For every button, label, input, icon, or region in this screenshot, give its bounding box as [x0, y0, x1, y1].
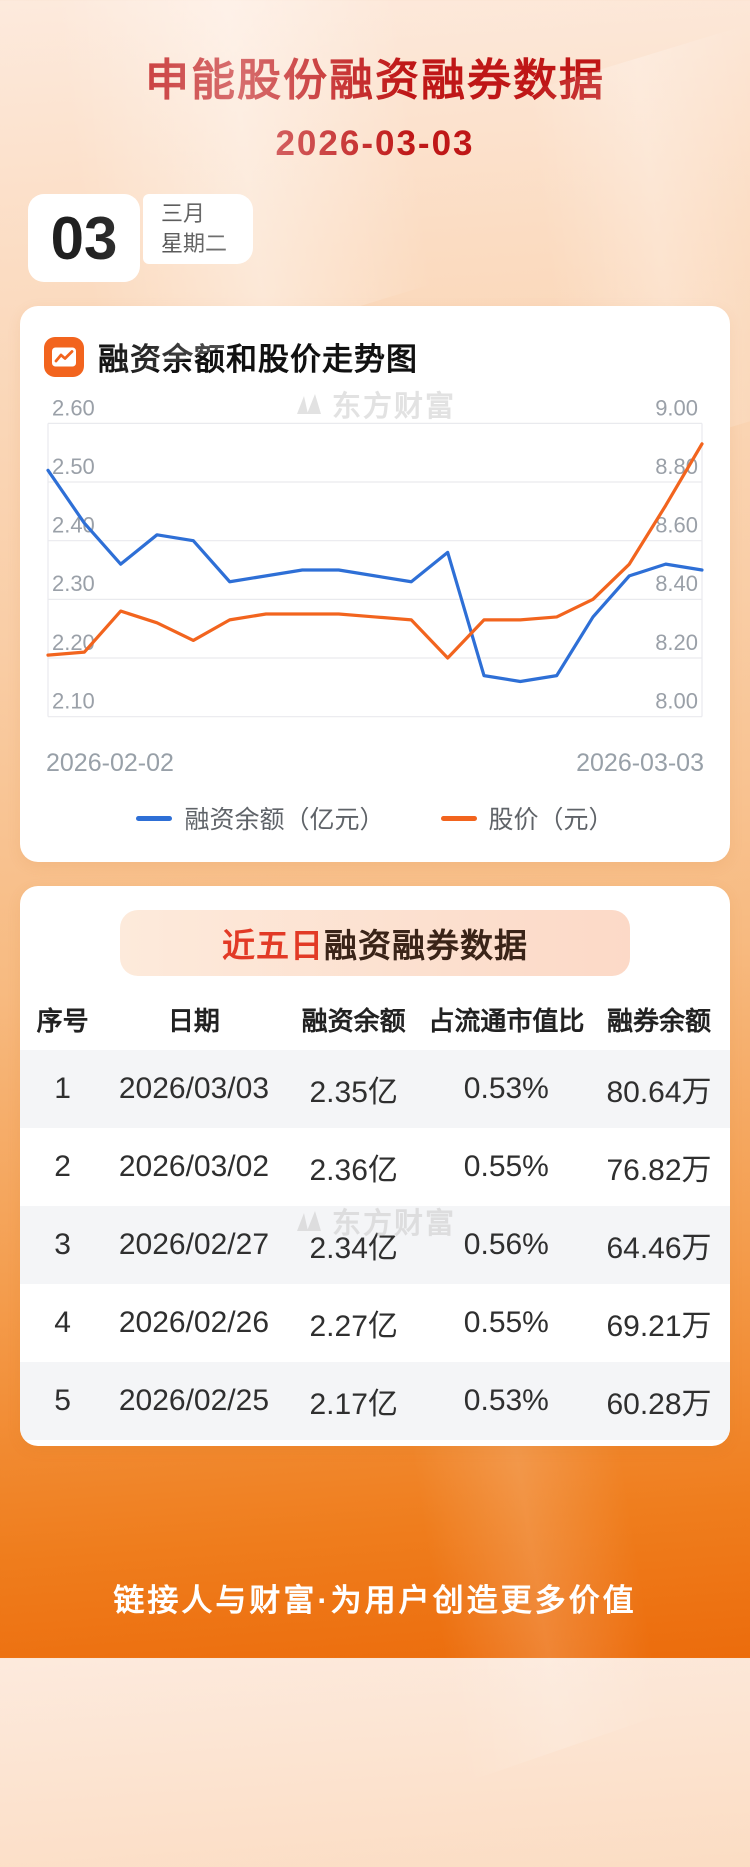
table-cell: 2026/03/02	[118, 1150, 270, 1183]
table-header-cell: 融资余额	[301, 1005, 406, 1036]
table-heading: 近五日 融资融券数据	[120, 910, 630, 976]
table-cell: 0.55%	[463, 1306, 549, 1339]
table-cell: 2.34亿	[309, 1232, 398, 1265]
margin-data-table: 序号 日期 融资余额 占流通市值比 融券余额 1 2026/03/03 2.35亿 0.53%…	[20, 988, 730, 1440]
legend-item: 融资余额（亿元）	[136, 800, 385, 836]
svg-text:8.20: 8.20	[655, 630, 698, 655]
table-cell: 2.35亿	[309, 1076, 398, 1109]
table-heading-rest: 融资融券数据	[324, 927, 528, 964]
table-header-cell: 融券余额	[606, 1005, 711, 1036]
watermark-text: 东方财富	[331, 1207, 457, 1240]
legend-label: 融资余额（亿元）	[184, 806, 385, 834]
svg-text:2.10: 2.10	[52, 688, 95, 713]
table-cell: 0.53%	[463, 1072, 549, 1105]
svg-text:2.40: 2.40	[52, 512, 95, 537]
table-cell: 2.27亿	[309, 1310, 398, 1343]
table-header-cell: 占流通市值比	[428, 1005, 585, 1036]
table-heading-highlight: 近五日	[222, 927, 324, 964]
chart-area: 东方财富 2.60 9.00 2.50 8.80 2.40 8.60 2.30 8.40 2.2…	[44, 391, 706, 836]
trend-chart-svg: 2.60 9.00 2.50 8.80 2.40 8.60 2.30 8.40 2.20 8.20…	[46, 395, 704, 718]
table-cell: 2	[54, 1150, 71, 1183]
date-badge-month-box: 三月 星期二	[143, 194, 254, 264]
x-axis-labels: 2026-02-02 2026-03-03	[44, 749, 706, 778]
date-badge-weekday: 星期二	[161, 231, 228, 256]
chart-legend: 融资余额（亿元） 股价（元）	[44, 800, 706, 836]
table-cell: 2026/02/27	[118, 1228, 270, 1261]
trend-chart-card: 融资余额和股价走势图 东方财富 2.60 9.00 2.50 8.80 2.40 8.60…	[20, 306, 730, 862]
table-cell: 76.82万	[606, 1154, 712, 1187]
table-cell: 0.56%	[463, 1228, 549, 1261]
header: 申能股份融资融券数据 2026-03-03	[0, 0, 750, 164]
table-cell: 80.64万	[606, 1076, 712, 1109]
table-cell: 5	[54, 1384, 71, 1417]
table-row: 3 2026/02/27 2.34亿 0.56% 64.46万	[20, 1206, 730, 1284]
table-row: 5 2026/02/25 2.17亿 0.53% 60.28万	[20, 1362, 730, 1440]
table-cell: 1	[54, 1072, 71, 1105]
table-head: 序号 日期 融资余额 占流通市值比 融券余额	[20, 988, 730, 1050]
table-body: 1 2026/03/03 2.35亿 0.53% 80.64万 2 2026/03/02 2.…	[20, 1050, 730, 1440]
table-cell: 2.36亿	[309, 1154, 398, 1187]
eastmoney-logo-icon	[296, 394, 321, 414]
table-cell: 64.46万	[606, 1232, 712, 1265]
svg-text:8.60: 8.60	[655, 512, 698, 537]
legend-swatch	[440, 815, 477, 821]
table-cell: 2026/03/03	[118, 1072, 270, 1105]
table-cell: 0.53%	[463, 1384, 549, 1417]
table-row: 1 2026/03/03 2.35亿 0.53% 80.64万	[20, 1050, 730, 1128]
svg-text:8.40: 8.40	[655, 571, 698, 596]
watermark-text: 东方财富	[331, 391, 457, 423]
watermark: 东方财富	[294, 383, 456, 425]
table-cell: 2026/02/26	[118, 1306, 270, 1339]
legend-label: 股价（元）	[488, 806, 614, 834]
svg-text:8.80: 8.80	[655, 454, 698, 479]
svg-text:9.00: 9.00	[655, 395, 698, 420]
table-cell: 2.17亿	[309, 1388, 398, 1421]
table-header-cell: 序号	[36, 1005, 89, 1036]
svg-text:8.00: 8.00	[655, 688, 698, 713]
page-date: 2026-03-03	[275, 124, 475, 163]
x-axis-end-label: 2026-03-03	[576, 749, 704, 777]
table-row: 4 2026/02/26 2.27亿 0.55% 69.21万	[20, 1284, 730, 1362]
eastmoney-logo-icon	[296, 1210, 321, 1231]
svg-text:2.50: 2.50	[52, 454, 95, 479]
footer-slogan: 链接人与财富·为用户创造更多价值	[113, 1583, 637, 1618]
date-badge: 03 三月 星期二	[28, 194, 750, 282]
date-badge-day: 03	[28, 194, 140, 282]
table-cell: 4	[54, 1306, 71, 1339]
table-header-row: 序号 日期 融资余额 占流通市值比 融券余额	[20, 988, 730, 1050]
svg-text:2.20: 2.20	[52, 630, 95, 655]
svg-text:2.30: 2.30	[52, 571, 95, 596]
watermark: 东方财富	[294, 1200, 456, 1242]
table-cell: 2026/02/25	[118, 1384, 270, 1417]
legend-swatch	[136, 815, 173, 821]
table-cell: 60.28万	[606, 1388, 712, 1421]
chart-title: 融资余额和股价走势图	[98, 342, 418, 377]
five-day-table-card: 近五日 融资融券数据 东方财富 序号 日期 融资余额 占流通市值比 融券余额 1 2026/…	[20, 886, 730, 1446]
svg-text:2.60: 2.60	[52, 395, 95, 420]
date-badge-month: 三月	[161, 200, 206, 226]
table-header-cell: 日期	[167, 1005, 220, 1036]
page-title: 申能股份融资融券数据	[145, 56, 605, 105]
x-axis-start-label: 2026-02-02	[46, 749, 174, 777]
table-cell: 0.55%	[463, 1150, 549, 1183]
table-row: 2 2026/03/02 2.36亿 0.55% 76.82万	[20, 1128, 730, 1206]
table-cell: 69.21万	[606, 1310, 712, 1343]
table-cell: 3	[54, 1228, 71, 1261]
chart-heading: 融资余额和股价走势图	[44, 334, 706, 379]
legend-item: 股价（元）	[440, 800, 614, 836]
chart-icon	[44, 336, 84, 377]
